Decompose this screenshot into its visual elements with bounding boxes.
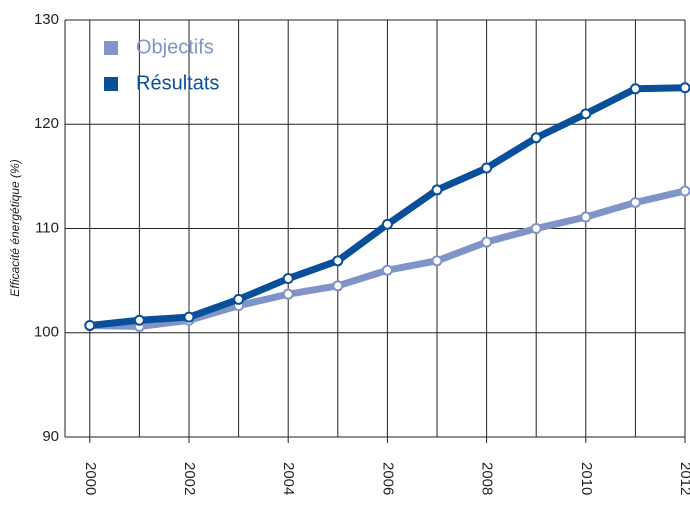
data-point bbox=[282, 273, 294, 285]
legend-label: Résultats bbox=[136, 72, 219, 94]
data-point bbox=[481, 236, 493, 248]
x-tick-label: 2000 bbox=[82, 462, 99, 495]
y-tick-label: 90 bbox=[42, 428, 59, 445]
data-point bbox=[84, 319, 96, 331]
data-point bbox=[431, 255, 443, 267]
legend-label: Objectifs bbox=[136, 36, 214, 58]
x-tick-label: 2004 bbox=[280, 462, 297, 495]
x-tick-label: 2002 bbox=[181, 462, 198, 495]
data-point bbox=[381, 218, 393, 230]
legend-swatch bbox=[104, 41, 118, 55]
data-point bbox=[381, 264, 393, 276]
y-axis-label: Efficacité énergétique (%) bbox=[8, 159, 22, 296]
x-tick-label: 2012 bbox=[677, 462, 690, 495]
data-point bbox=[629, 196, 641, 208]
data-point bbox=[183, 311, 195, 323]
data-point bbox=[431, 184, 443, 196]
y-tick-label: 130 bbox=[34, 11, 59, 28]
data-point bbox=[133, 314, 145, 326]
data-point bbox=[282, 288, 294, 300]
data-point bbox=[332, 280, 344, 292]
y-tick-label: 110 bbox=[35, 219, 59, 236]
data-point bbox=[332, 255, 344, 267]
data-point bbox=[530, 223, 542, 234]
data-point bbox=[629, 83, 641, 95]
data-point bbox=[580, 108, 592, 120]
data-point bbox=[481, 162, 493, 174]
legend-swatch bbox=[104, 77, 118, 91]
data-point bbox=[233, 293, 245, 305]
x-tick-label: 2010 bbox=[578, 462, 595, 495]
data-point bbox=[679, 185, 690, 197]
y-tick-label: 100 bbox=[34, 324, 59, 341]
data-point bbox=[679, 82, 690, 94]
x-tick-label: 2008 bbox=[479, 462, 496, 495]
y-tick-label: 120 bbox=[34, 115, 59, 132]
data-point bbox=[580, 211, 592, 223]
x-tick-label: 2006 bbox=[379, 462, 396, 495]
data-point bbox=[530, 132, 542, 144]
